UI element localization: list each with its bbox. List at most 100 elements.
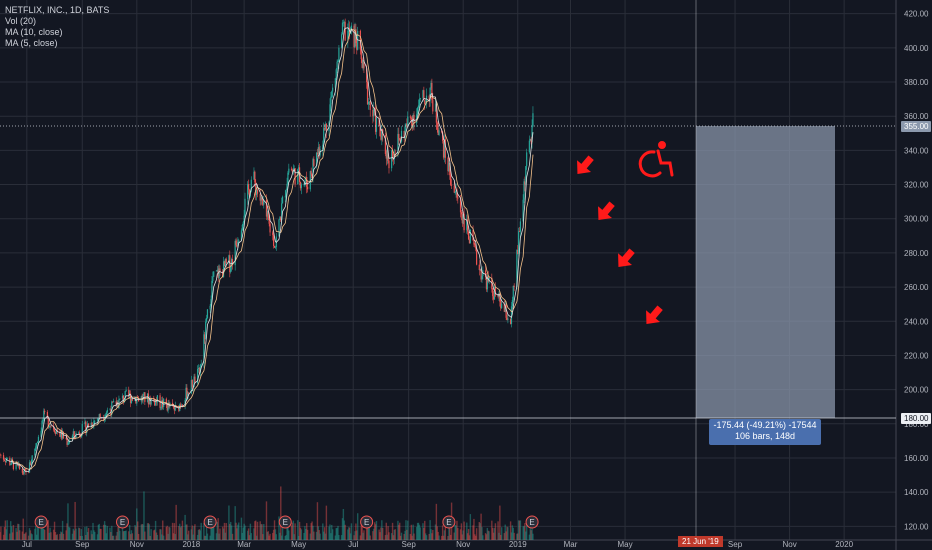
volume-bar (174, 534, 176, 540)
price-axis[interactable]: 420.00 400.00 380.00 360.00 340.00 320.00 300.… (904, 10, 929, 532)
volume-bar (348, 527, 350, 540)
candle-body (497, 295, 499, 297)
volume-bar (140, 524, 142, 540)
candle-body (350, 25, 353, 29)
candle-body (512, 285, 514, 301)
volume-bar (154, 520, 157, 540)
candle-body (494, 287, 496, 296)
volume-bar (272, 529, 275, 540)
volume-bar (244, 525, 246, 540)
volume-bar (382, 527, 384, 540)
time-tick-label: Jul (22, 540, 32, 549)
volume-bar (178, 526, 180, 540)
volume-bar (328, 526, 330, 540)
symbol-title: NETFLIX, INC., 1D, BATS (5, 5, 110, 15)
candle-body (281, 203, 283, 221)
volume-bar (498, 532, 500, 540)
volume-bar (360, 525, 362, 540)
candle-body (517, 250, 519, 254)
volume-bars (0, 486, 534, 540)
candle-body (312, 159, 314, 176)
candle-body (267, 210, 269, 220)
candle-body (417, 105, 420, 108)
volume-bar (423, 527, 425, 540)
candle-body (78, 432, 81, 436)
candle-body (212, 276, 214, 281)
candle-body (387, 150, 389, 161)
volume-bar (430, 529, 432, 540)
candle-body (205, 321, 207, 340)
candle-body (46, 411, 48, 418)
volume-bar (27, 535, 30, 540)
volume-bar (60, 531, 62, 540)
candle-body (300, 184, 302, 189)
volume-bar (242, 527, 244, 540)
candle-body (36, 442, 39, 444)
candle-body (204, 334, 206, 340)
time-axis[interactable]: Jul Sep Nov 2018 Mar May Jul Sep Nov 2019 Mar May Se… (22, 540, 854, 549)
volume-bar (246, 530, 249, 540)
price-tick-label: 180.00 (904, 420, 929, 429)
volume-bar (92, 522, 94, 540)
volume-bar (173, 523, 176, 540)
volume-bar (386, 534, 388, 540)
candle-body (372, 109, 374, 117)
candle-body (216, 269, 218, 271)
volume-bar (462, 530, 464, 540)
volume-bar (248, 535, 251, 540)
volume-bar (24, 533, 26, 540)
candle-body (125, 389, 127, 392)
candle-body (80, 435, 82, 437)
volume-bar (134, 525, 136, 540)
volume-bar (25, 532, 27, 540)
volume-bar (204, 535, 207, 540)
candle-body (313, 159, 315, 166)
volume-bar (429, 520, 431, 540)
volume-bar (393, 529, 396, 540)
candle-body (268, 219, 270, 224)
candle-body (266, 210, 268, 217)
volume-bar (99, 528, 101, 540)
volume-bar (230, 521, 232, 540)
candle-body (36, 443, 38, 447)
candle-body (225, 258, 227, 264)
volume-bar (479, 523, 481, 540)
volume-bar (409, 533, 412, 540)
candle-body (344, 22, 346, 41)
volume-bar (235, 522, 237, 540)
volume-bar (190, 529, 193, 540)
candle-body (129, 393, 132, 404)
candle-body (499, 293, 501, 302)
volume-bar (391, 522, 394, 540)
candle-body (360, 49, 362, 60)
volume-bar (336, 527, 338, 540)
volume-bar (311, 521, 313, 540)
volume-bar (86, 526, 88, 540)
candle-body (219, 268, 221, 272)
candle-body (55, 429, 57, 434)
candle-body (35, 446, 37, 449)
candle-body (354, 29, 356, 48)
volume-bar (81, 535, 83, 540)
volume-bar (365, 528, 368, 540)
volume-bar (6, 520, 8, 540)
volume-bar (291, 522, 294, 540)
measure-range-box[interactable] (696, 126, 835, 418)
volume-bar (71, 533, 74, 540)
volume-bar (260, 524, 262, 540)
candle-body (363, 60, 365, 69)
volume-bar (312, 525, 314, 540)
candle-body (44, 410, 46, 412)
candle-body (53, 429, 56, 432)
volume-bar (530, 530, 532, 540)
volume-bar (62, 533, 65, 540)
candle-body (256, 189, 259, 194)
volume-bar (98, 523, 100, 540)
candle-body (332, 87, 334, 92)
candle-body (442, 140, 445, 158)
volume-bar (442, 535, 445, 540)
candle-body (310, 171, 312, 175)
candle-body (275, 236, 277, 247)
candle-body (112, 401, 115, 403)
